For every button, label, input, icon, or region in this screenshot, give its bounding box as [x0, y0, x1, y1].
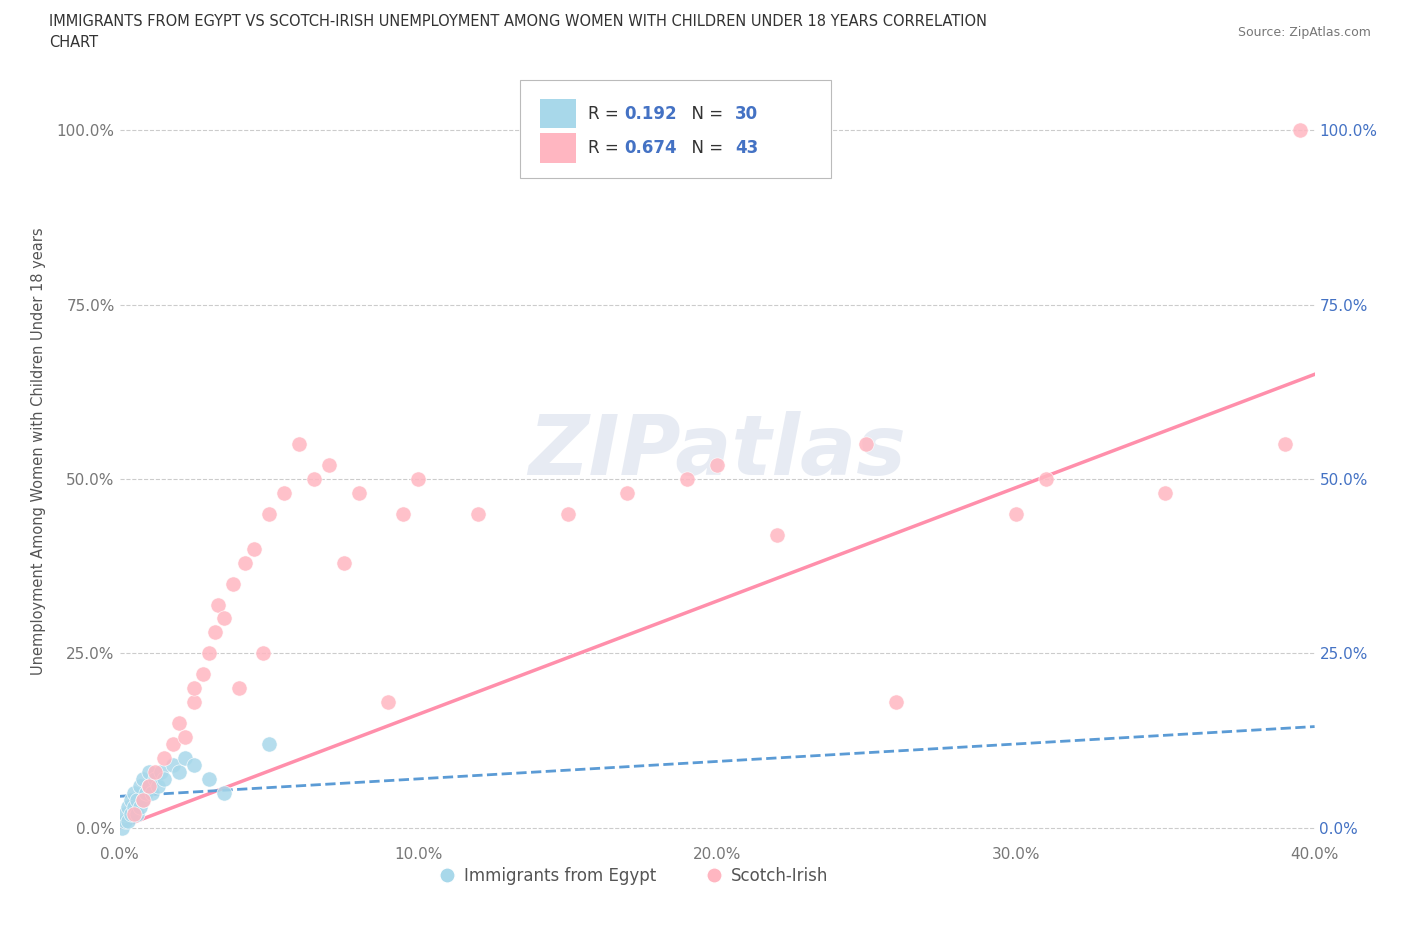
- Point: [138, 778, 160, 793]
- Point: [228, 681, 250, 696]
- Text: R =: R =: [588, 139, 624, 157]
- Point: [204, 625, 226, 640]
- Point: [243, 541, 266, 556]
- Point: [332, 555, 354, 570]
- Point: [467, 506, 489, 521]
- Point: [129, 800, 152, 815]
- Point: [124, 785, 146, 800]
- Point: [212, 785, 235, 800]
- Point: [273, 485, 295, 500]
- Point: [153, 751, 176, 765]
- Point: [138, 764, 160, 779]
- Point: [153, 772, 176, 787]
- Point: [408, 472, 430, 486]
- Point: [162, 757, 184, 772]
- Point: [162, 737, 184, 751]
- Point: [183, 695, 205, 710]
- Point: [127, 792, 149, 807]
- FancyBboxPatch shape: [540, 99, 576, 128]
- Point: [183, 757, 205, 772]
- Point: [114, 813, 136, 829]
- Point: [124, 806, 146, 821]
- Point: [150, 764, 173, 779]
- Point: [676, 472, 699, 486]
- Point: [174, 729, 197, 744]
- Point: [132, 792, 155, 807]
- Y-axis label: Unemployment Among Women with Children Under 18 years: Unemployment Among Women with Children U…: [31, 227, 45, 675]
- Point: [169, 716, 191, 731]
- Point: [1005, 506, 1028, 521]
- Text: 43: 43: [735, 139, 758, 157]
- Point: [121, 806, 143, 821]
- FancyBboxPatch shape: [540, 133, 576, 163]
- Point: [347, 485, 370, 500]
- Point: [129, 778, 152, 793]
- Point: [212, 611, 235, 626]
- Point: [138, 778, 160, 793]
- Text: ZIPatlas: ZIPatlas: [529, 410, 905, 492]
- Point: [191, 667, 215, 682]
- Point: [174, 751, 197, 765]
- Legend: Immigrants from Egypt, Scotch-Irish: Immigrants from Egypt, Scotch-Irish: [432, 860, 835, 892]
- Point: [124, 800, 146, 815]
- Text: N =: N =: [682, 104, 728, 123]
- Point: [252, 646, 274, 661]
- Point: [616, 485, 638, 500]
- Point: [111, 820, 134, 835]
- Point: [169, 764, 191, 779]
- Point: [233, 555, 256, 570]
- Point: [1274, 437, 1296, 452]
- Point: [127, 806, 149, 821]
- Point: [318, 458, 340, 472]
- Text: 0.192: 0.192: [624, 104, 676, 123]
- Text: IMMIGRANTS FROM EGYPT VS SCOTCH-IRISH UNEMPLOYMENT AMONG WOMEN WITH CHILDREN UND: IMMIGRANTS FROM EGYPT VS SCOTCH-IRISH UN…: [49, 14, 987, 29]
- Point: [141, 785, 163, 800]
- Point: [117, 800, 139, 815]
- Point: [886, 695, 908, 710]
- Point: [198, 646, 221, 661]
- Point: [135, 785, 157, 800]
- Point: [207, 597, 229, 612]
- Point: [257, 506, 280, 521]
- Point: [114, 806, 136, 821]
- Point: [148, 778, 170, 793]
- Point: [222, 577, 245, 591]
- Point: [132, 792, 155, 807]
- Point: [132, 772, 155, 787]
- Point: [855, 437, 877, 452]
- Point: [557, 506, 579, 521]
- Text: 0.674: 0.674: [624, 139, 676, 157]
- Point: [1035, 472, 1057, 486]
- Text: R =: R =: [588, 104, 624, 123]
- Point: [257, 737, 280, 751]
- Point: [392, 506, 415, 521]
- Point: [121, 792, 143, 807]
- Point: [377, 695, 399, 710]
- Point: [302, 472, 325, 486]
- Point: [145, 764, 166, 779]
- FancyBboxPatch shape: [520, 80, 831, 178]
- Point: [1288, 123, 1310, 138]
- Text: 30: 30: [735, 104, 758, 123]
- Point: [706, 458, 728, 472]
- Text: N =: N =: [682, 139, 728, 157]
- Point: [183, 681, 205, 696]
- Point: [1154, 485, 1177, 500]
- Text: Source: ZipAtlas.com: Source: ZipAtlas.com: [1237, 26, 1371, 39]
- Point: [198, 772, 221, 787]
- Point: [145, 772, 166, 787]
- Point: [288, 437, 311, 452]
- Point: [117, 813, 139, 829]
- Text: CHART: CHART: [49, 35, 98, 50]
- Point: [766, 527, 789, 542]
